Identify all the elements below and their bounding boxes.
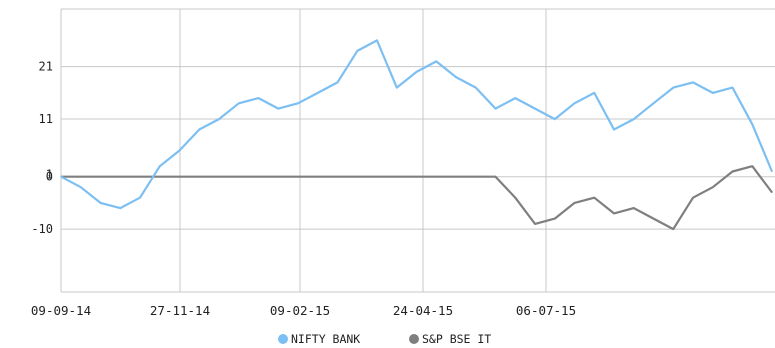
data-point (238, 176, 240, 178)
legend-marker (278, 334, 288, 344)
data-point (198, 176, 200, 178)
data-point (317, 176, 319, 178)
plot-area (60, 39, 774, 231)
data-point (317, 92, 319, 94)
data-point (356, 176, 358, 178)
data-point (455, 76, 457, 78)
data-point (692, 197, 694, 199)
data-point (435, 176, 437, 178)
data-point (178, 149, 181, 152)
data-point (218, 176, 220, 178)
data-point (99, 202, 102, 204)
x-tick-label: 24-04-15 (393, 303, 453, 318)
x-tick-label: 06-07-15 (516, 303, 576, 318)
y-axis: -10 11 21 01 (31, 60, 53, 236)
data-point (257, 97, 260, 99)
grid-lines (60, 8, 775, 293)
y-tick-label: 1 (46, 168, 53, 182)
legend[interactable]: NIFTY BANK S&P BSE IT (278, 332, 491, 346)
data-point (514, 197, 516, 199)
legend-label: NIFTY BANK (291, 332, 360, 346)
data-point (633, 118, 635, 120)
data-point (415, 176, 418, 178)
data-point (297, 176, 299, 178)
data-point (80, 176, 82, 178)
data-point (277, 107, 279, 110)
data-point (455, 176, 457, 178)
data-point (712, 186, 714, 188)
data-point (415, 71, 418, 73)
data-point (712, 92, 714, 94)
legend-item[interactable]: NIFTY BANK (278, 332, 360, 346)
data-point (672, 87, 674, 89)
legend-marker (409, 334, 419, 344)
data-point (771, 191, 773, 194)
data-point (751, 123, 753, 125)
data-point (731, 87, 734, 89)
legend-item[interactable]: S&P BSE IT (409, 332, 491, 346)
data-point (257, 176, 260, 178)
data-point (633, 207, 635, 209)
data-point (139, 176, 141, 178)
data-point (554, 218, 556, 220)
series-line (61, 165, 773, 231)
x-axis: 09-09-14 27-11-14 09-02-15 24-04-15 06-07-15 (31, 303, 576, 318)
data-point (534, 107, 536, 110)
x-tick-label: 09-09-14 (31, 303, 91, 318)
data-point (218, 118, 220, 120)
data-point (613, 128, 615, 131)
data-point (751, 165, 753, 167)
data-point (435, 60, 437, 63)
data-point (475, 176, 477, 178)
data-point (60, 176, 62, 178)
y-tick-label: -10 (31, 222, 53, 236)
data-point (396, 176, 398, 178)
y-tick-label: 11 (39, 112, 53, 126)
legend-label: S&P BSE IT (422, 332, 491, 346)
data-point (336, 81, 339, 83)
data-point (198, 128, 200, 131)
data-point (573, 102, 576, 104)
data-point (119, 176, 121, 178)
data-point (494, 176, 497, 178)
data-point (277, 176, 279, 178)
data-point (336, 176, 339, 178)
series-line (60, 39, 774, 210)
data-point (573, 202, 576, 204)
data-point (475, 87, 477, 89)
data-point (139, 197, 141, 199)
data-point (99, 176, 102, 178)
y-tick-label: 21 (39, 60, 53, 74)
data-point (159, 176, 161, 178)
x-tick-label: 27-11-14 (150, 303, 210, 318)
data-point (534, 223, 536, 225)
data-point (652, 102, 655, 104)
data-point (159, 165, 161, 167)
data-point (396, 87, 398, 89)
data-point (692, 81, 694, 83)
data-point (494, 107, 497, 110)
data-point (356, 50, 358, 52)
data-point (771, 170, 773, 173)
data-point (376, 39, 378, 42)
data-point (554, 118, 556, 120)
data-point (593, 197, 595, 199)
data-point (178, 176, 181, 178)
data-point (731, 170, 734, 173)
data-point (672, 228, 674, 230)
data-point (238, 102, 240, 104)
data-point (652, 218, 655, 220)
data-point (593, 92, 595, 94)
y-tick-label: 0 (46, 170, 53, 184)
data-point (80, 186, 82, 188)
data-point (297, 102, 299, 104)
data-point (376, 176, 378, 178)
data-point (613, 212, 615, 214)
data-point (119, 207, 121, 209)
x-tick-label: 09-02-15 (270, 303, 330, 318)
data-point (514, 97, 516, 99)
